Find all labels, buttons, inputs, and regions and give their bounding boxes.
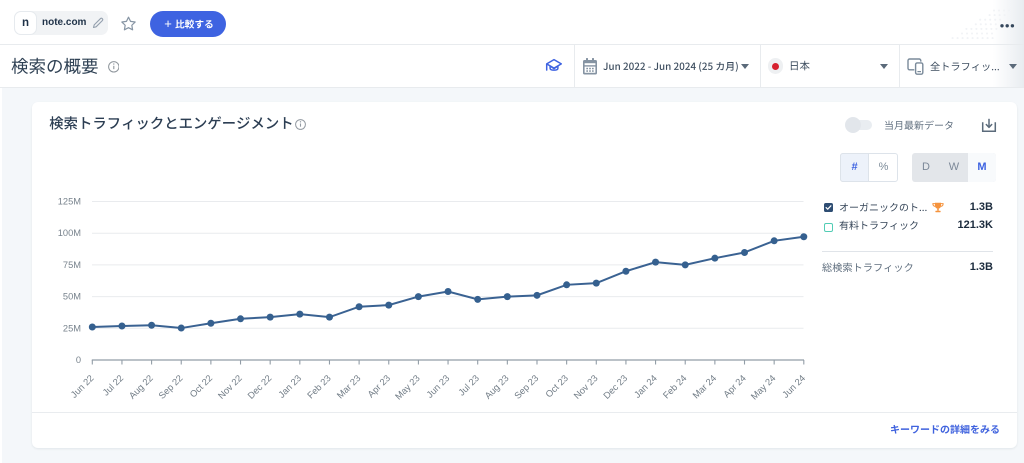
svg-text:Oct 23: Oct 23	[544, 373, 570, 399]
svg-text:Sep 22: Sep 22	[157, 373, 185, 400]
svg-text:Dec 23: Dec 23	[601, 373, 629, 400]
svg-text:Oct 22: Oct 22	[188, 373, 214, 399]
svg-text:25M: 25M	[63, 323, 81, 333]
svg-text:Nov 23: Nov 23	[572, 373, 600, 400]
svg-text:May 24: May 24	[749, 373, 778, 400]
svg-text:Feb 23: Feb 23	[305, 373, 333, 400]
svg-text:50M: 50M	[63, 292, 81, 302]
svg-text:Mar 23: Mar 23	[335, 373, 363, 400]
svg-text:100M: 100M	[58, 228, 81, 238]
svg-text:Jun 22: Jun 22	[69, 373, 96, 400]
svg-text:Aug 23: Aug 23	[483, 373, 511, 400]
svg-text:Aug 22: Aug 22	[127, 373, 155, 400]
svg-text:Apr 23: Apr 23	[366, 373, 392, 399]
svg-text:Jan 24: Jan 24	[632, 373, 659, 400]
svg-text:Jan 23: Jan 23	[276, 373, 303, 400]
svg-text:0: 0	[76, 355, 81, 365]
svg-text:Jun 24: Jun 24	[780, 373, 807, 400]
svg-text:Jul 23: Jul 23	[456, 373, 481, 398]
svg-text:Mar 24: Mar 24	[691, 373, 719, 400]
svg-text:75M: 75M	[63, 260, 81, 270]
svg-text:Jul 22: Jul 22	[101, 373, 126, 398]
svg-text:125M: 125M	[58, 197, 81, 207]
svg-text:Dec 22: Dec 22	[246, 373, 274, 400]
svg-text:Jun 23: Jun 23	[425, 373, 452, 400]
svg-text:Nov 22: Nov 22	[216, 373, 244, 400]
svg-text:Apr 24: Apr 24	[721, 373, 747, 399]
svg-text:May 23: May 23	[393, 373, 422, 400]
svg-text:Sep 23: Sep 23	[512, 373, 540, 400]
svg-text:Feb 24: Feb 24	[661, 373, 689, 400]
